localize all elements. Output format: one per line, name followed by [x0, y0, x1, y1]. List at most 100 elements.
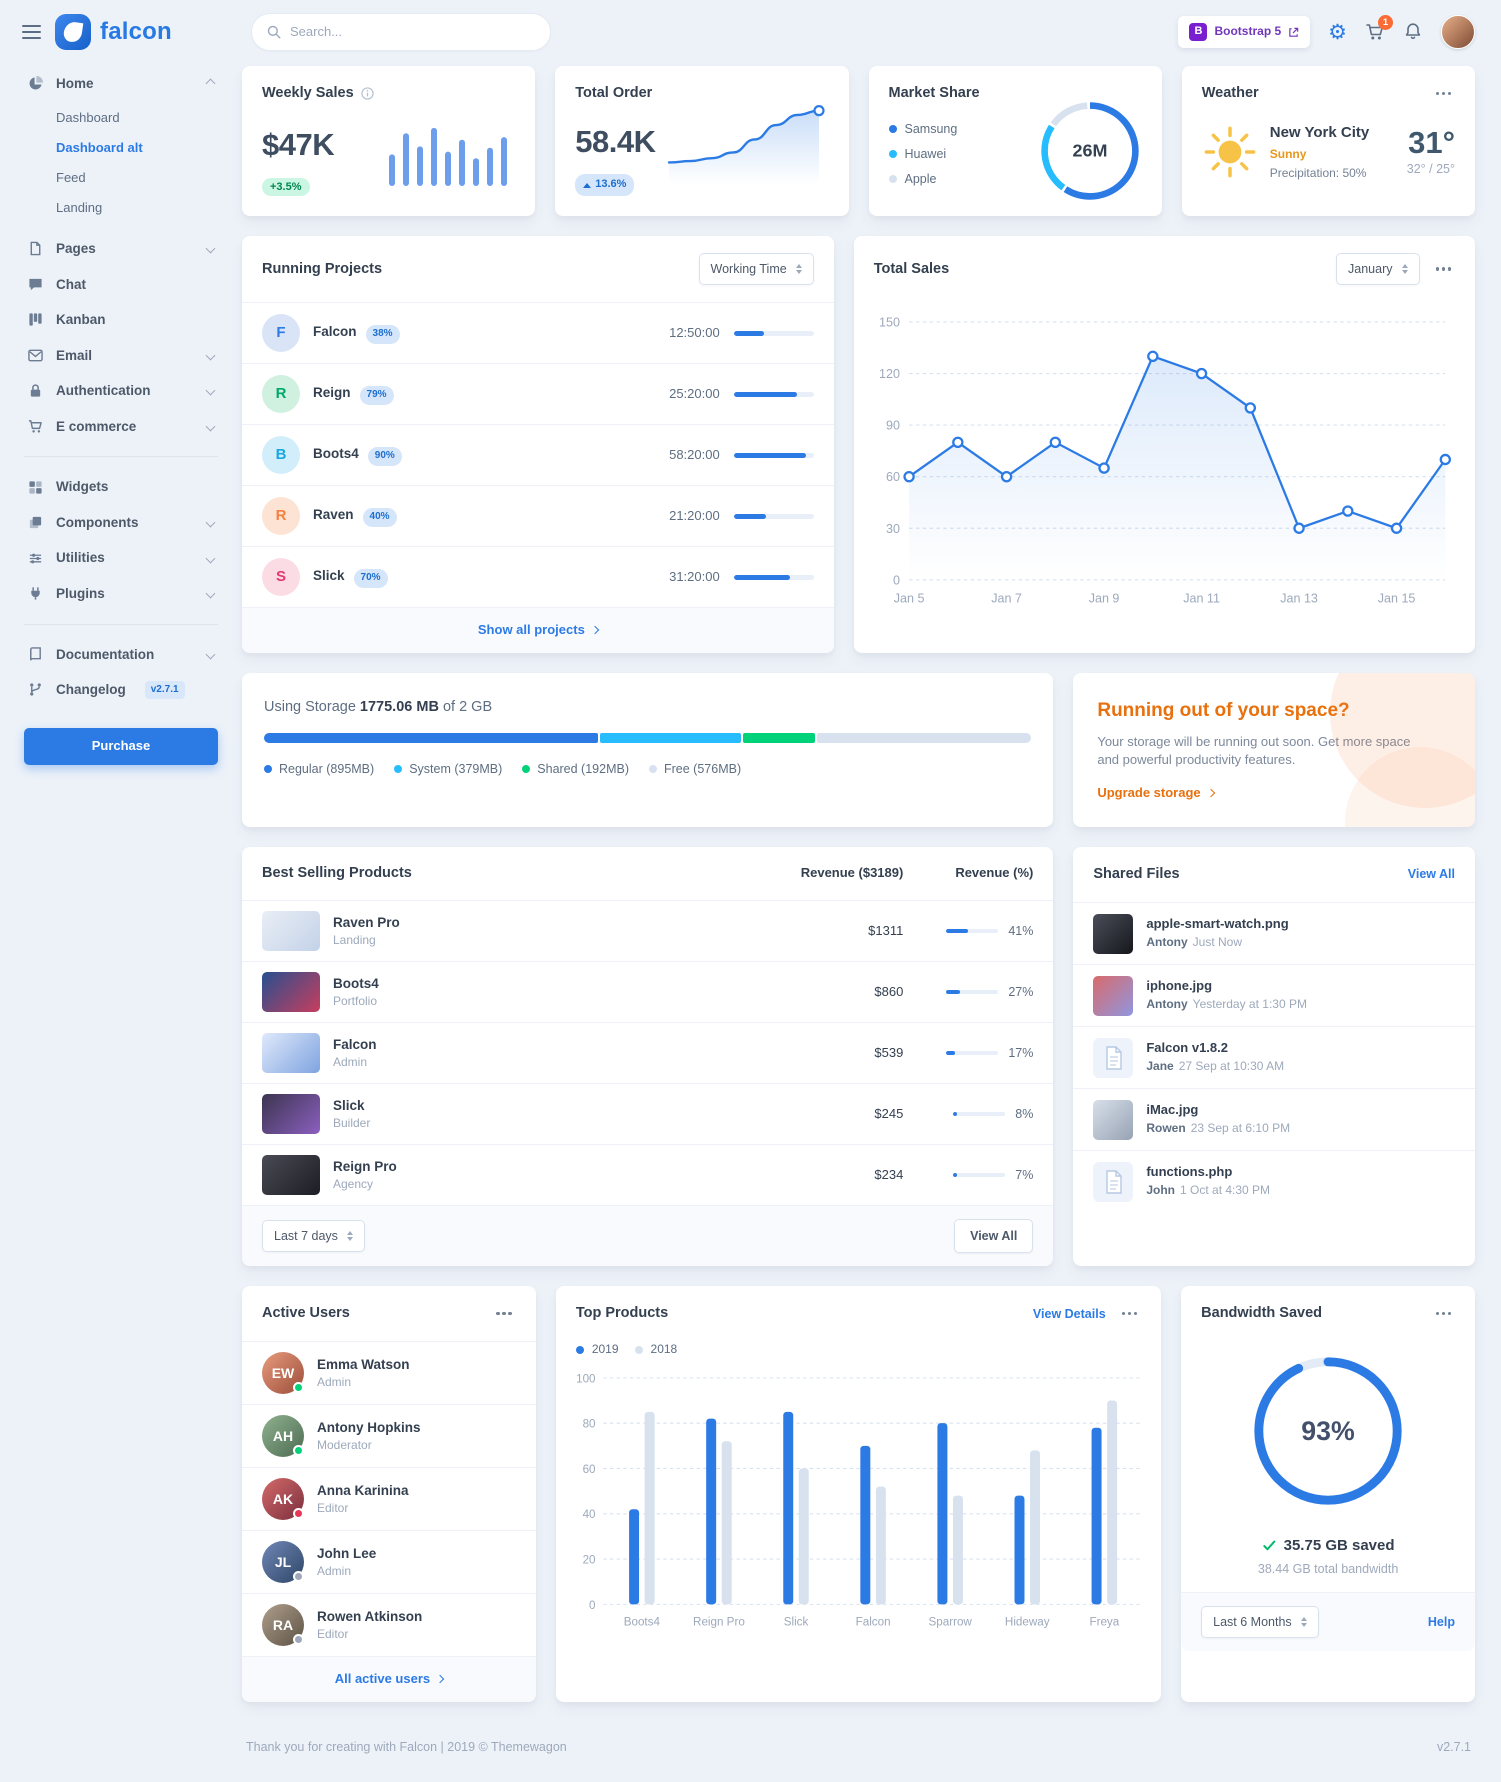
user-avatar[interactable] [1441, 15, 1475, 49]
sidebar-item-changelog[interactable]: Changelog v2.7.1 [24, 672, 218, 708]
weather-menu-icon[interactable] [1432, 88, 1456, 100]
product-thumbnail [262, 1094, 320, 1135]
weather-precipitation: Precipitation: 50% [1269, 165, 1367, 180]
sidebar-item-authentication[interactable]: Authentication [24, 373, 218, 409]
show-all-projects-link[interactable]: Show all projects [242, 607, 834, 653]
file-row[interactable]: iMac.jpg Rowen 23 Sep at 6:10 PM [1073, 1088, 1475, 1150]
info-icon[interactable] [360, 87, 374, 100]
svg-text:Falcon: Falcon [855, 1615, 890, 1628]
status-dot [293, 1445, 304, 1457]
project-row[interactable]: R Raven 40% 21:20:00 [242, 485, 834, 546]
project-row[interactable]: S Slick 70% 31:20:00 [242, 546, 834, 607]
sidebar-item-label: Plugins [56, 586, 105, 601]
active-user-row[interactable]: EW Emma Watson Admin [242, 1341, 536, 1404]
project-time: 31:20:00 [669, 568, 720, 584]
shared-files-view-all-link[interactable]: View All [1407, 867, 1455, 882]
top-products-legend-item[interactable]: 2018 [634, 1341, 677, 1358]
project-percent-badge: 40% [362, 508, 397, 527]
product-category: Agency [333, 1177, 374, 1192]
project-row[interactable]: R Reign 79% 25:20:00 [242, 363, 834, 424]
sidebar-item-landing[interactable]: Landing [56, 199, 103, 215]
project-name: Reign [313, 385, 351, 401]
chevron-down-icon [205, 553, 216, 564]
month-select[interactable]: January [1336, 253, 1420, 286]
file-meta: Antony Just Now [1146, 934, 1288, 951]
sidebar-item-dashboard[interactable]: Dashboard [56, 110, 120, 126]
period-select[interactable]: Last 6 Months [1201, 1605, 1319, 1639]
view-details-link[interactable]: View Details [1032, 1306, 1106, 1321]
upgrade-storage-link[interactable]: Upgrade storage [1097, 784, 1215, 803]
notifications-bell-icon[interactable] [1403, 22, 1423, 42]
sidebar-item-plugins[interactable]: Plugins [24, 576, 218, 612]
project-percent-badge: 38% [365, 325, 400, 344]
total-sales-menu-icon[interactable] [1432, 263, 1456, 275]
bootstrap-badge[interactable]: B Bootstrap 5 [1178, 16, 1311, 48]
legend-dot [634, 1345, 643, 1354]
sidebar-item-e-commerce[interactable]: E commerce [24, 409, 218, 445]
product-row[interactable]: Slick Builder $245 8% [242, 1083, 1054, 1144]
active-user-row[interactable]: RA Rowen Atkinson Editor [242, 1593, 536, 1656]
purchase-button[interactable]: Purchase [24, 727, 218, 765]
active-user-row[interactable]: AK Anna Karinina Editor [242, 1467, 536, 1530]
book-icon [28, 647, 45, 662]
status-dot [293, 1571, 304, 1583]
project-name: Slick [313, 568, 345, 584]
product-row[interactable]: Raven Pro Landing $1311 41% [242, 900, 1054, 961]
file-row[interactable]: iphone.jpg Antony Yesterday at 1:30 PM [1073, 964, 1475, 1026]
sidebar-item-documentation[interactable]: Documentation [24, 637, 218, 673]
cart-icon[interactable]: 1 [1365, 15, 1393, 42]
active-users-menu-icon[interactable] [492, 1308, 516, 1320]
working-time-select[interactable]: Working Time [698, 253, 814, 286]
sidebar-item-label: Documentation [56, 646, 155, 662]
product-thumbnail [262, 972, 320, 1013]
help-link[interactable]: Help [1427, 1614, 1455, 1629]
active-user-row[interactable]: JL John Lee Admin [242, 1530, 536, 1593]
date-range-select[interactable]: Last 7 days [262, 1220, 365, 1253]
storage-segment [599, 732, 741, 743]
caret-up-icon [583, 182, 592, 188]
sidebar-item-dashboard-alt[interactable]: Dashboard alt [56, 139, 143, 155]
sidebar-item-widgets[interactable]: Widgets [24, 469, 218, 505]
sidebar-divider [24, 623, 218, 625]
file-row[interactable]: Falcon v1.8.2 Jane 27 Sep at 10:30 AM [1073, 1026, 1475, 1088]
sidebar-item-utilities[interactable]: Utilities [24, 540, 218, 576]
settings-gear-icon[interactable]: ⚙ [1328, 20, 1347, 44]
total-order-title: Total Order [575, 85, 653, 101]
bandwidth-menu-icon[interactable] [1432, 1308, 1456, 1320]
hamburger-menu-icon[interactable] [22, 25, 41, 39]
search-box[interactable] [251, 13, 551, 51]
all-active-users-link[interactable]: All active users [242, 1656, 536, 1703]
upsell-body: Your storage will be running out soon. G… [1097, 733, 1411, 768]
project-row[interactable]: F Falcon 38% 12:50:00 [242, 302, 834, 363]
page-footer: Thank you for creating with Falcon | 201… [242, 1722, 1475, 1782]
product-thumbnail [262, 911, 320, 952]
product-row[interactable]: Reign Pro Agency $234 7% [242, 1144, 1054, 1205]
active-user-row[interactable]: AH Antony Hopkins Moderator [242, 1404, 536, 1467]
file-row[interactable]: functions.php John 1 Oct at 4:30 PM [1073, 1150, 1475, 1212]
product-row[interactable]: Boots4 Portfolio $860 27% [242, 961, 1054, 1022]
product-percent-bar [946, 929, 999, 934]
falcon-logo[interactable]: falcon [55, 14, 251, 50]
sidebar-item-kanban[interactable]: Kanban [24, 302, 218, 338]
sidebar-item-feed[interactable]: Feed [56, 169, 86, 185]
project-row[interactable]: B Boots4 90% 58:20:00 [242, 424, 834, 485]
email-icon [28, 348, 45, 363]
sidebar-item-components[interactable]: Components [24, 505, 218, 541]
view-all-button[interactable]: View All [954, 1219, 1034, 1254]
sidebar-item-home[interactable]: Home [24, 66, 218, 102]
file-row[interactable]: apple-smart-watch.png Antony Just Now [1073, 902, 1475, 964]
weekly-sales-value: $47K [262, 127, 335, 163]
top-products-legend-item[interactable]: 2019 [575, 1341, 619, 1358]
project-progress-bar [733, 513, 814, 519]
search-input[interactable] [290, 22, 535, 42]
project-avatar: S [262, 558, 300, 597]
sidebar-item-pages[interactable]: Pages [24, 231, 218, 267]
top-products-menu-icon[interactable] [1118, 1308, 1142, 1320]
sidebar-item-label: Changelog [56, 682, 126, 698]
bandwidth-title: Bandwidth Saved [1201, 1305, 1323, 1322]
top-products-bar-chart: 0 20 40 60 80 100 Boots4 Reign Pro Slick Falcon Sp… [576, 1372, 1143, 1628]
svg-text:60: 60 [582, 1463, 595, 1476]
sidebar-item-email[interactable]: Email [24, 338, 218, 374]
product-row[interactable]: Falcon Admin $539 17% [242, 1022, 1054, 1083]
sidebar-item-chat[interactable]: Chat [24, 267, 218, 303]
